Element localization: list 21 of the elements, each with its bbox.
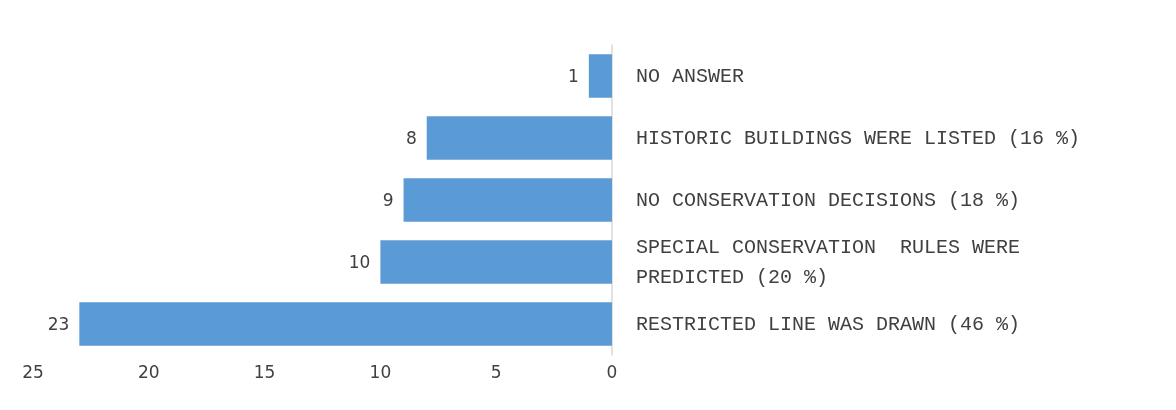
y-tick-label: RESTRICTED LINE WAS DRAWN (46 %) [636, 312, 1021, 336]
bar [403, 178, 612, 222]
data-label: 9 [382, 190, 394, 210]
x-tick-label: 15 [253, 361, 276, 382]
x-tick-label: 20 [137, 361, 160, 382]
data-label: 23 [47, 314, 70, 334]
y-tick-label: NO ANSWER [636, 64, 745, 88]
x-tick-label: 10 [369, 361, 392, 382]
y-tick-label: NO CONSERVATION DECISIONS (18 %) [636, 188, 1021, 212]
data-label: 8 [405, 128, 417, 148]
x-tick-label: 0 [606, 361, 618, 382]
x-tick-label: 5 [490, 361, 502, 382]
bar [588, 54, 612, 98]
y-tick-label: SPECIAL CONSERVATION RULES WERE PREDICTED (20 %) [636, 235, 1033, 289]
y-tick-label: HISTORIC BUILDINGS WERE LISTED (16 %) [636, 126, 1081, 150]
data-label: 10 [348, 252, 371, 272]
data-label: 1 [568, 66, 579, 86]
x-tick-label: 25 [22, 361, 44, 382]
bar [426, 116, 612, 160]
bar [380, 240, 612, 284]
bar [79, 302, 612, 346]
